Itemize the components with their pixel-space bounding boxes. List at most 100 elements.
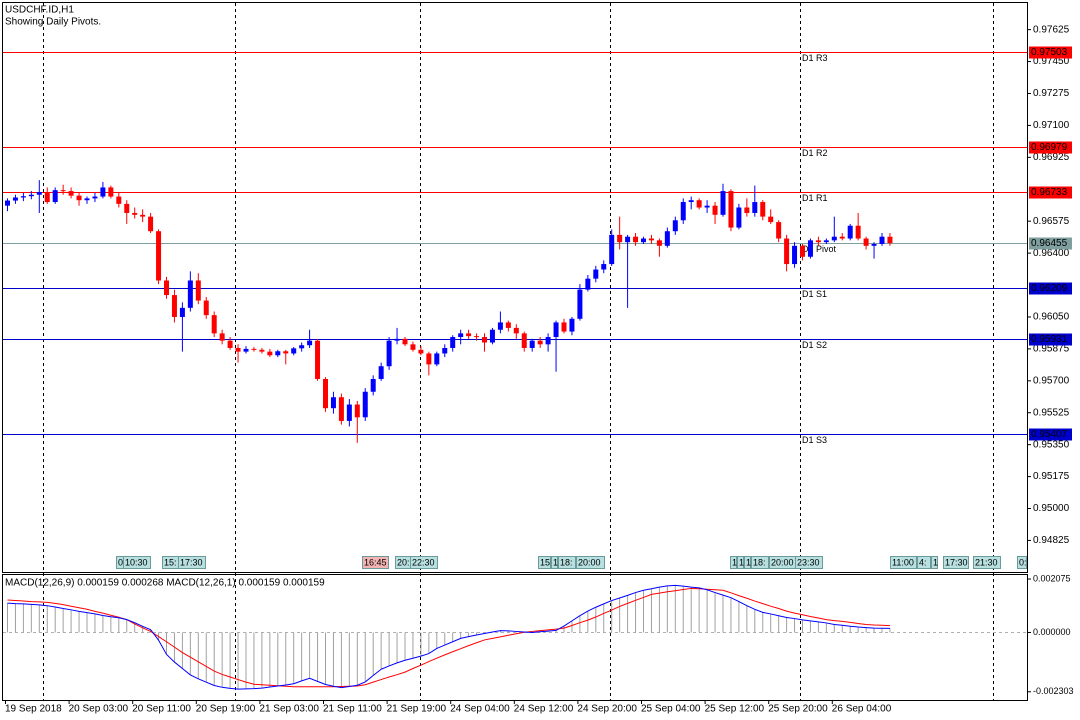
event-marker [178, 556, 206, 569]
candle-body [259, 349, 265, 352]
candle-body [338, 397, 344, 421]
candle-body [44, 191, 50, 203]
candle-body [179, 307, 185, 317]
x-tick-label: 25 Sep 04:00 [641, 704, 701, 715]
event-marker [795, 556, 823, 569]
event-label: 1 [739, 557, 744, 567]
x-tick-label: 20 Sep 03:00 [69, 704, 129, 715]
event-label: 0 [118, 557, 123, 567]
event-marker [362, 556, 389, 569]
event-marker [558, 556, 576, 569]
candle-body [211, 315, 217, 334]
event-marker [551, 556, 558, 569]
event-label: 23:30 [797, 557, 820, 567]
y-tick-label: 0.95525 [1033, 407, 1070, 418]
y-tick-label: 0.97100 [1033, 120, 1070, 131]
x-tick-label: 26 Sep 04:00 [832, 704, 892, 715]
y-tick-label: 0.95000 [1033, 503, 1070, 514]
pivot-level-name: D1 R3 [802, 53, 828, 63]
candle-body [251, 348, 257, 350]
candle-body [537, 340, 543, 345]
candle-body [76, 195, 82, 201]
candle-body [330, 397, 336, 409]
event-label: 15: [164, 557, 177, 567]
candle-body [227, 340, 233, 348]
y-tick-label: 0.95700 [1033, 375, 1070, 386]
candle-body [156, 231, 162, 281]
candle-body [776, 222, 782, 239]
x-tick-label: 24 Sep 20:00 [577, 704, 637, 715]
macd-title: MACD(12,26,9) 0.000159 0.000268 MACD(12,… [5, 578, 325, 589]
y-tick-label: 0.95175 [1033, 471, 1070, 482]
y-tick-label: -0.002303 [1033, 686, 1074, 696]
price-label: 0.97503 [1031, 47, 1068, 58]
candle-body [672, 220, 678, 232]
candle-body [68, 191, 74, 196]
candle-body [394, 338, 400, 341]
event-label: 18: [560, 557, 573, 567]
x-tick-label: 24 Sep 04:00 [450, 704, 510, 715]
candle-body [450, 337, 456, 348]
candle-body [195, 280, 201, 301]
candle-body [664, 231, 670, 246]
event-label: 22:30 [412, 557, 435, 567]
candle-body [243, 348, 249, 352]
event-label: 0: [1019, 557, 1027, 567]
candle-body [728, 191, 734, 228]
event-marker [931, 556, 938, 569]
event-marker [973, 556, 1001, 569]
candle-body [609, 234, 615, 265]
y-tick-label: 0.96400 [1033, 248, 1070, 259]
y-tick-label: 0.96575 [1033, 216, 1070, 227]
main-panel-frame [2, 2, 1028, 573]
candle-body [140, 214, 146, 217]
candle-body [855, 225, 861, 239]
macd-line [7, 587, 890, 688]
candle-body [839, 236, 845, 239]
candle-body [545, 337, 551, 345]
macd-line [7, 584, 890, 690]
candle-body [418, 349, 424, 354]
candle-body [593, 269, 599, 279]
candle-body [863, 238, 869, 246]
candle-body [5, 200, 10, 206]
event-label: 18: [753, 557, 766, 567]
candle-body [124, 203, 130, 213]
candle-body [323, 378, 328, 409]
x-tick-label: 25 Sep 12:00 [705, 704, 765, 715]
candle-body [800, 245, 805, 257]
macd-panel-frame [2, 574, 1028, 701]
price-label: 0.96979 [1031, 142, 1068, 153]
candle-body [648, 238, 654, 241]
event-marker [1017, 556, 1027, 569]
price-label-box [1029, 333, 1072, 346]
candle-body [235, 347, 241, 352]
event-label: 17:30 [945, 557, 968, 567]
candle-body [132, 212, 138, 215]
candle-body [625, 236, 631, 243]
event-marker [890, 556, 917, 569]
event-label: 21:30 [975, 557, 998, 567]
price-label: 0.96733 [1031, 187, 1068, 198]
candle-body [831, 236, 837, 241]
candle-body [696, 200, 702, 208]
candle-body [688, 200, 694, 203]
candle-body [521, 333, 527, 348]
event-label: 15: [540, 557, 553, 567]
event-label: 20:00 [771, 557, 794, 567]
candle-body [617, 234, 623, 243]
x-tick-label: 19 Sep 2018 [5, 704, 62, 715]
y-tick-label: 0.000000 [1033, 627, 1071, 637]
candle-body [569, 318, 575, 332]
event-marker [538, 556, 551, 569]
event-label: 10:30 [125, 557, 148, 567]
candle-body [489, 329, 495, 343]
candle-body [60, 190, 66, 192]
candle-body [20, 196, 26, 198]
candle-body [561, 322, 567, 332]
x-tick-label: 21 Sep 19:00 [387, 704, 447, 715]
candle-body [291, 348, 297, 354]
candle-body [378, 366, 384, 379]
candle-body [283, 351, 289, 354]
